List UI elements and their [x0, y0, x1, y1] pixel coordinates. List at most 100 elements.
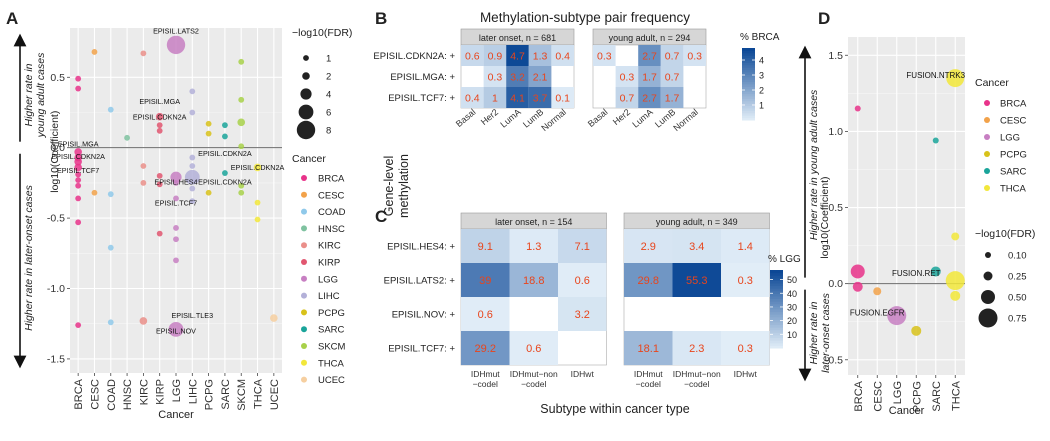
- arrow-down-label: Higher rate in: [808, 301, 820, 364]
- heatmap-cell: [721, 331, 770, 365]
- heatmap-cell: [461, 297, 510, 331]
- x-tick-label: LGG: [892, 381, 904, 404]
- colorbar-segment: [742, 115, 755, 119]
- y-tick-label: 0.5: [828, 202, 843, 214]
- data-point: [238, 143, 245, 150]
- point-label: EPISIL.CDKN2A: [198, 177, 252, 186]
- heatmap-cell: [483, 87, 507, 108]
- colorbar-segment: [770, 337, 783, 341]
- color-legend-label: PCPG: [318, 308, 345, 319]
- data-point: [173, 195, 179, 202]
- data-point: [238, 58, 245, 65]
- chart-title: Methylation-subtype pair frequency: [480, 10, 690, 25]
- data-point: [156, 127, 163, 134]
- x-tick-label: LIHC: [187, 379, 199, 404]
- color-legend-dot: [301, 225, 307, 232]
- color-legend-dot: [984, 185, 990, 191]
- data-point: [140, 179, 147, 186]
- color-legend-label: LGG: [1000, 133, 1020, 144]
- data-point: [75, 322, 82, 329]
- column-label: Basal: [454, 107, 478, 129]
- data-point: [166, 35, 186, 55]
- colorbar-segment: [742, 60, 755, 63]
- row-label: EPISIL.CDKN2A: +: [373, 51, 455, 62]
- colorbar-segment: [742, 76, 755, 80]
- heatmap-cell: [483, 45, 507, 66]
- data-point: [205, 189, 212, 196]
- colorbar-segment: [770, 283, 783, 287]
- colorbar-segment: [742, 72, 755, 75]
- data-point: [156, 181, 163, 188]
- x-axis-label: Subtype within cancer type: [540, 402, 689, 416]
- cell-value: 1.7: [642, 71, 657, 83]
- heatmap-cell: [461, 229, 510, 263]
- colorbar-label: 2: [759, 86, 764, 96]
- data-point: [951, 232, 960, 241]
- data-point: [887, 306, 907, 326]
- cell-value: 29.8: [638, 275, 659, 287]
- cell-value: 29.2: [475, 343, 496, 355]
- size-legend-dot: [298, 104, 314, 120]
- heatmap-cell: [528, 87, 552, 108]
- color-legend-label: SARC: [318, 325, 345, 336]
- column-label: Normal: [671, 107, 700, 133]
- heatmap-cell: [638, 45, 661, 66]
- cell-value: 0.7: [620, 92, 635, 104]
- data-point: [852, 281, 863, 292]
- point-label: EPISIL.HES4: [154, 177, 197, 186]
- cell-value: 0.3: [738, 343, 753, 355]
- cell-value: 0.3: [687, 50, 702, 62]
- data-point: [170, 171, 182, 183]
- data-point: [237, 118, 246, 127]
- cell-value: 2.7: [642, 50, 657, 62]
- colorbar-segment: [770, 301, 783, 305]
- cell-value: 0.7: [665, 71, 680, 83]
- cell-value: 0.3: [488, 71, 503, 83]
- colorbar-segment: [742, 88, 755, 92]
- x-tick-label: KIRP: [155, 379, 167, 405]
- y-axis-label: log10(Coefficient): [819, 176, 831, 258]
- column-label: Her2: [611, 107, 632, 127]
- data-point: [238, 96, 245, 103]
- colorbar-segment: [770, 309, 783, 313]
- data-point: [91, 189, 98, 196]
- data-point: [107, 319, 114, 326]
- size-legend-label: 6: [326, 108, 331, 119]
- data-point: [107, 191, 114, 198]
- column-label: LumA: [498, 107, 522, 130]
- data-point: [173, 179, 179, 186]
- colorbar-segment: [742, 84, 755, 87]
- data-point: [74, 148, 82, 156]
- heatmap-cell: [551, 45, 574, 66]
- data-point: [854, 105, 861, 112]
- heatmap-cell: [721, 263, 770, 297]
- point-label: EPISIL.MGA: [139, 97, 180, 106]
- data-point: [75, 182, 82, 189]
- colorbar-segment: [742, 50, 755, 54]
- colorbar-title: % LGG: [768, 254, 801, 265]
- heatmap-cell: [483, 66, 507, 87]
- x-tick-label: SKCM: [236, 379, 248, 411]
- color-legend-dot: [984, 168, 990, 174]
- heatmap-cell: [461, 263, 510, 297]
- cell-value: 55.3: [686, 275, 707, 287]
- colorbar-segment: [770, 319, 783, 323]
- colorbar-segment: [770, 335, 783, 339]
- cell-value: 2.1: [533, 71, 548, 83]
- arrow-down-label: later-onset cases: [820, 292, 832, 373]
- x-axis-label: Cancer: [889, 405, 925, 417]
- data-point: [189, 154, 196, 161]
- color-legend-dot: [301, 175, 307, 181]
- color-legend-label: CESC: [1000, 116, 1027, 127]
- point-label: EPISIL.TLE3: [172, 311, 214, 320]
- point-label: EPISIL.TCF7: [57, 166, 99, 175]
- colorbar-segment: [770, 288, 783, 292]
- data-point: [140, 50, 147, 57]
- heatmap-cell: [624, 263, 673, 297]
- data-point: [911, 325, 922, 336]
- y-tick-label: -1.5: [47, 353, 65, 365]
- point-label: EPISIL.CDKN2A: [231, 163, 285, 172]
- data-point: [950, 290, 961, 301]
- data-point: [270, 314, 278, 322]
- color-legend-dot: [301, 242, 307, 249]
